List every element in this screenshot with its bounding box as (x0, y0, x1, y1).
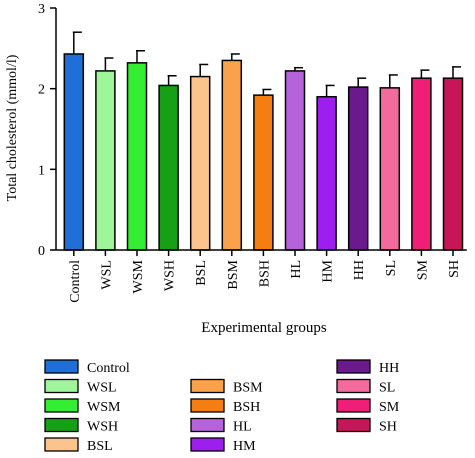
y-tick-label: 1 (38, 163, 45, 178)
x-tick-label: WSL (99, 260, 114, 290)
x-tick-label: HM (321, 259, 336, 282)
legend-swatch (190, 398, 225, 413)
error-bar-bsm (230, 53, 240, 61)
bar-wsh (158, 84, 179, 251)
legend-item-sh: SH (336, 417, 397, 435)
legend-swatch (44, 398, 79, 413)
bar-sl (379, 87, 401, 251)
legend: Control WSL WSM WSH BSL BSM BSH HL HM HH SL SM SH (44, 359, 400, 454)
legend-swatch (336, 417, 371, 433)
legend-swatch (44, 378, 79, 394)
bar-sm (411, 77, 432, 251)
x-tick-label: BSH (257, 260, 272, 287)
x-tick-label: WSH (163, 260, 178, 291)
legend-item-sm: SM (336, 398, 400, 415)
bar-bsl (189, 75, 211, 251)
legend-swatch (336, 378, 371, 394)
legend-label: BSL (87, 439, 113, 454)
legend-label: WSH (87, 420, 118, 435)
legend-swatch (44, 359, 79, 374)
legend-item-sl: SL (336, 378, 395, 396)
y-axis-label: Total cholesterol (mmol/l) (5, 54, 20, 201)
bar-series (63, 31, 464, 251)
legend-item-control: Control (44, 359, 130, 376)
bar-wsl (95, 70, 116, 251)
legend-swatch (190, 417, 225, 433)
legend-label: HM (233, 439, 256, 454)
legend-label: BSM (233, 381, 263, 396)
legend-label: Control (87, 361, 130, 376)
legend-label: SL (379, 381, 395, 396)
legend-item-wsm: WSM (44, 398, 121, 415)
legend-item-wsh: WSH (44, 417, 118, 435)
error-bar-sm (420, 69, 430, 79)
x-tick-label: SL (384, 260, 399, 276)
bar-hh (347, 86, 369, 251)
x-tick-label: WSM (131, 259, 146, 293)
bar-bsh (253, 94, 274, 251)
x-axis-label: Experimental groups (201, 320, 327, 336)
x-tick-label: HL (289, 260, 304, 279)
legend-item-bsm: BSM (190, 378, 263, 396)
y-tick-label: 0 (38, 244, 45, 259)
x-tick-label: Control (68, 260, 83, 303)
legend-label: HH (379, 361, 399, 376)
x-tick-label: BSM (226, 259, 241, 289)
legend-swatch (190, 378, 225, 394)
x-tick-label: BSL (194, 260, 209, 286)
error-bar-hm (325, 84, 335, 97)
legend-swatch (44, 437, 79, 452)
legend-label: HL (233, 420, 252, 435)
x-tick-label: SH (447, 260, 462, 278)
legend-item-hm: HM (190, 437, 256, 454)
error-bar-bsh (262, 88, 272, 96)
bar-control (63, 53, 85, 251)
bar-hl (284, 70, 306, 251)
y-tick-label: 2 (38, 83, 45, 98)
error-bar-hh (357, 77, 367, 88)
error-bar-wsm (136, 50, 145, 63)
x-axis-ticks: Control WSL WSM WSH BSL BSM BSH HL HM HH SL SM SH (68, 250, 462, 303)
legend-label: WSM (87, 400, 121, 415)
error-bar-wsh (167, 75, 177, 86)
legend-label: BSH (233, 400, 260, 415)
bar-wsm (126, 62, 148, 251)
bar-hm (316, 95, 337, 251)
legend-swatch (190, 437, 225, 452)
error-bar-sh (452, 66, 461, 79)
legend-swatch (336, 359, 371, 374)
error-bar-bsl (199, 63, 209, 77)
legend-swatch (336, 398, 371, 413)
error-bar-sl (388, 74, 398, 88)
x-tick-label: SM (415, 259, 430, 280)
bar-bsm (221, 59, 243, 251)
legend-item-bsl: BSL (44, 437, 113, 454)
legend-item-bsh: BSH (190, 398, 260, 415)
legend-item-hh: HH (336, 359, 399, 376)
error-bar-wsl (104, 57, 114, 71)
legend-label: SH (379, 420, 397, 435)
legend-item-wsl: WSL (44, 378, 117, 396)
legend-swatch (44, 417, 79, 433)
error-bar-hl (294, 66, 303, 71)
y-axis-ticks: 0 1 2 3 (38, 2, 56, 259)
legend-label: WSL (87, 381, 117, 396)
bar-sh (442, 77, 464, 251)
y-tick-label: 3 (38, 2, 45, 17)
x-tick-label: HH (352, 260, 367, 280)
legend-label: SM (379, 400, 400, 415)
legend-item-hl: HL (190, 417, 252, 435)
error-bar-control (72, 31, 82, 54)
